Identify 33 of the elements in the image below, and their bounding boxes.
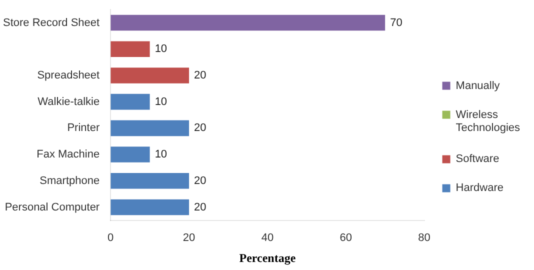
y-tick-label: Fax Machine <box>36 148 100 161</box>
x-tick-label: 20 <box>182 232 196 244</box>
y-tick-label: Spreadsheet <box>37 70 100 82</box>
bar <box>110 146 150 162</box>
data-label: 20 <box>194 174 206 187</box>
legend-label: Manually <box>456 80 500 92</box>
bar <box>110 68 190 84</box>
data-label: 20 <box>194 70 206 82</box>
y-tick-label: Smartphone <box>40 174 100 187</box>
y-tick-label: Store Record Sheet <box>2 16 100 29</box>
data-label: 10 <box>154 43 168 56</box>
x-tick-label: 60 <box>340 232 352 244</box>
bar <box>110 41 150 58</box>
legend-label: Software <box>456 153 500 166</box>
data-label: 70 <box>390 16 402 29</box>
legend-label: Wireless Technologies <box>456 108 520 134</box>
y-tick-label: Walkie-talkie <box>38 96 100 108</box>
data-label: 10 <box>154 96 168 108</box>
legend-label: Hardware <box>456 182 504 194</box>
data-label: 20 <box>194 201 206 214</box>
data-label: 10 <box>154 148 168 161</box>
bar <box>110 14 386 31</box>
x-tick-label: 0 <box>108 232 114 244</box>
bar <box>110 199 190 216</box>
bar <box>110 120 190 136</box>
bar <box>110 94 150 110</box>
data-label: 20 <box>194 122 206 134</box>
x-tick-label: 80 <box>418 232 430 244</box>
x-axis-title: Percentage <box>239 250 296 265</box>
y-tick-label: Personal Computer <box>4 201 100 214</box>
y-tick-label: Printer <box>67 122 100 134</box>
x-tick-label: 40 <box>261 232 274 244</box>
bar <box>110 172 190 189</box>
